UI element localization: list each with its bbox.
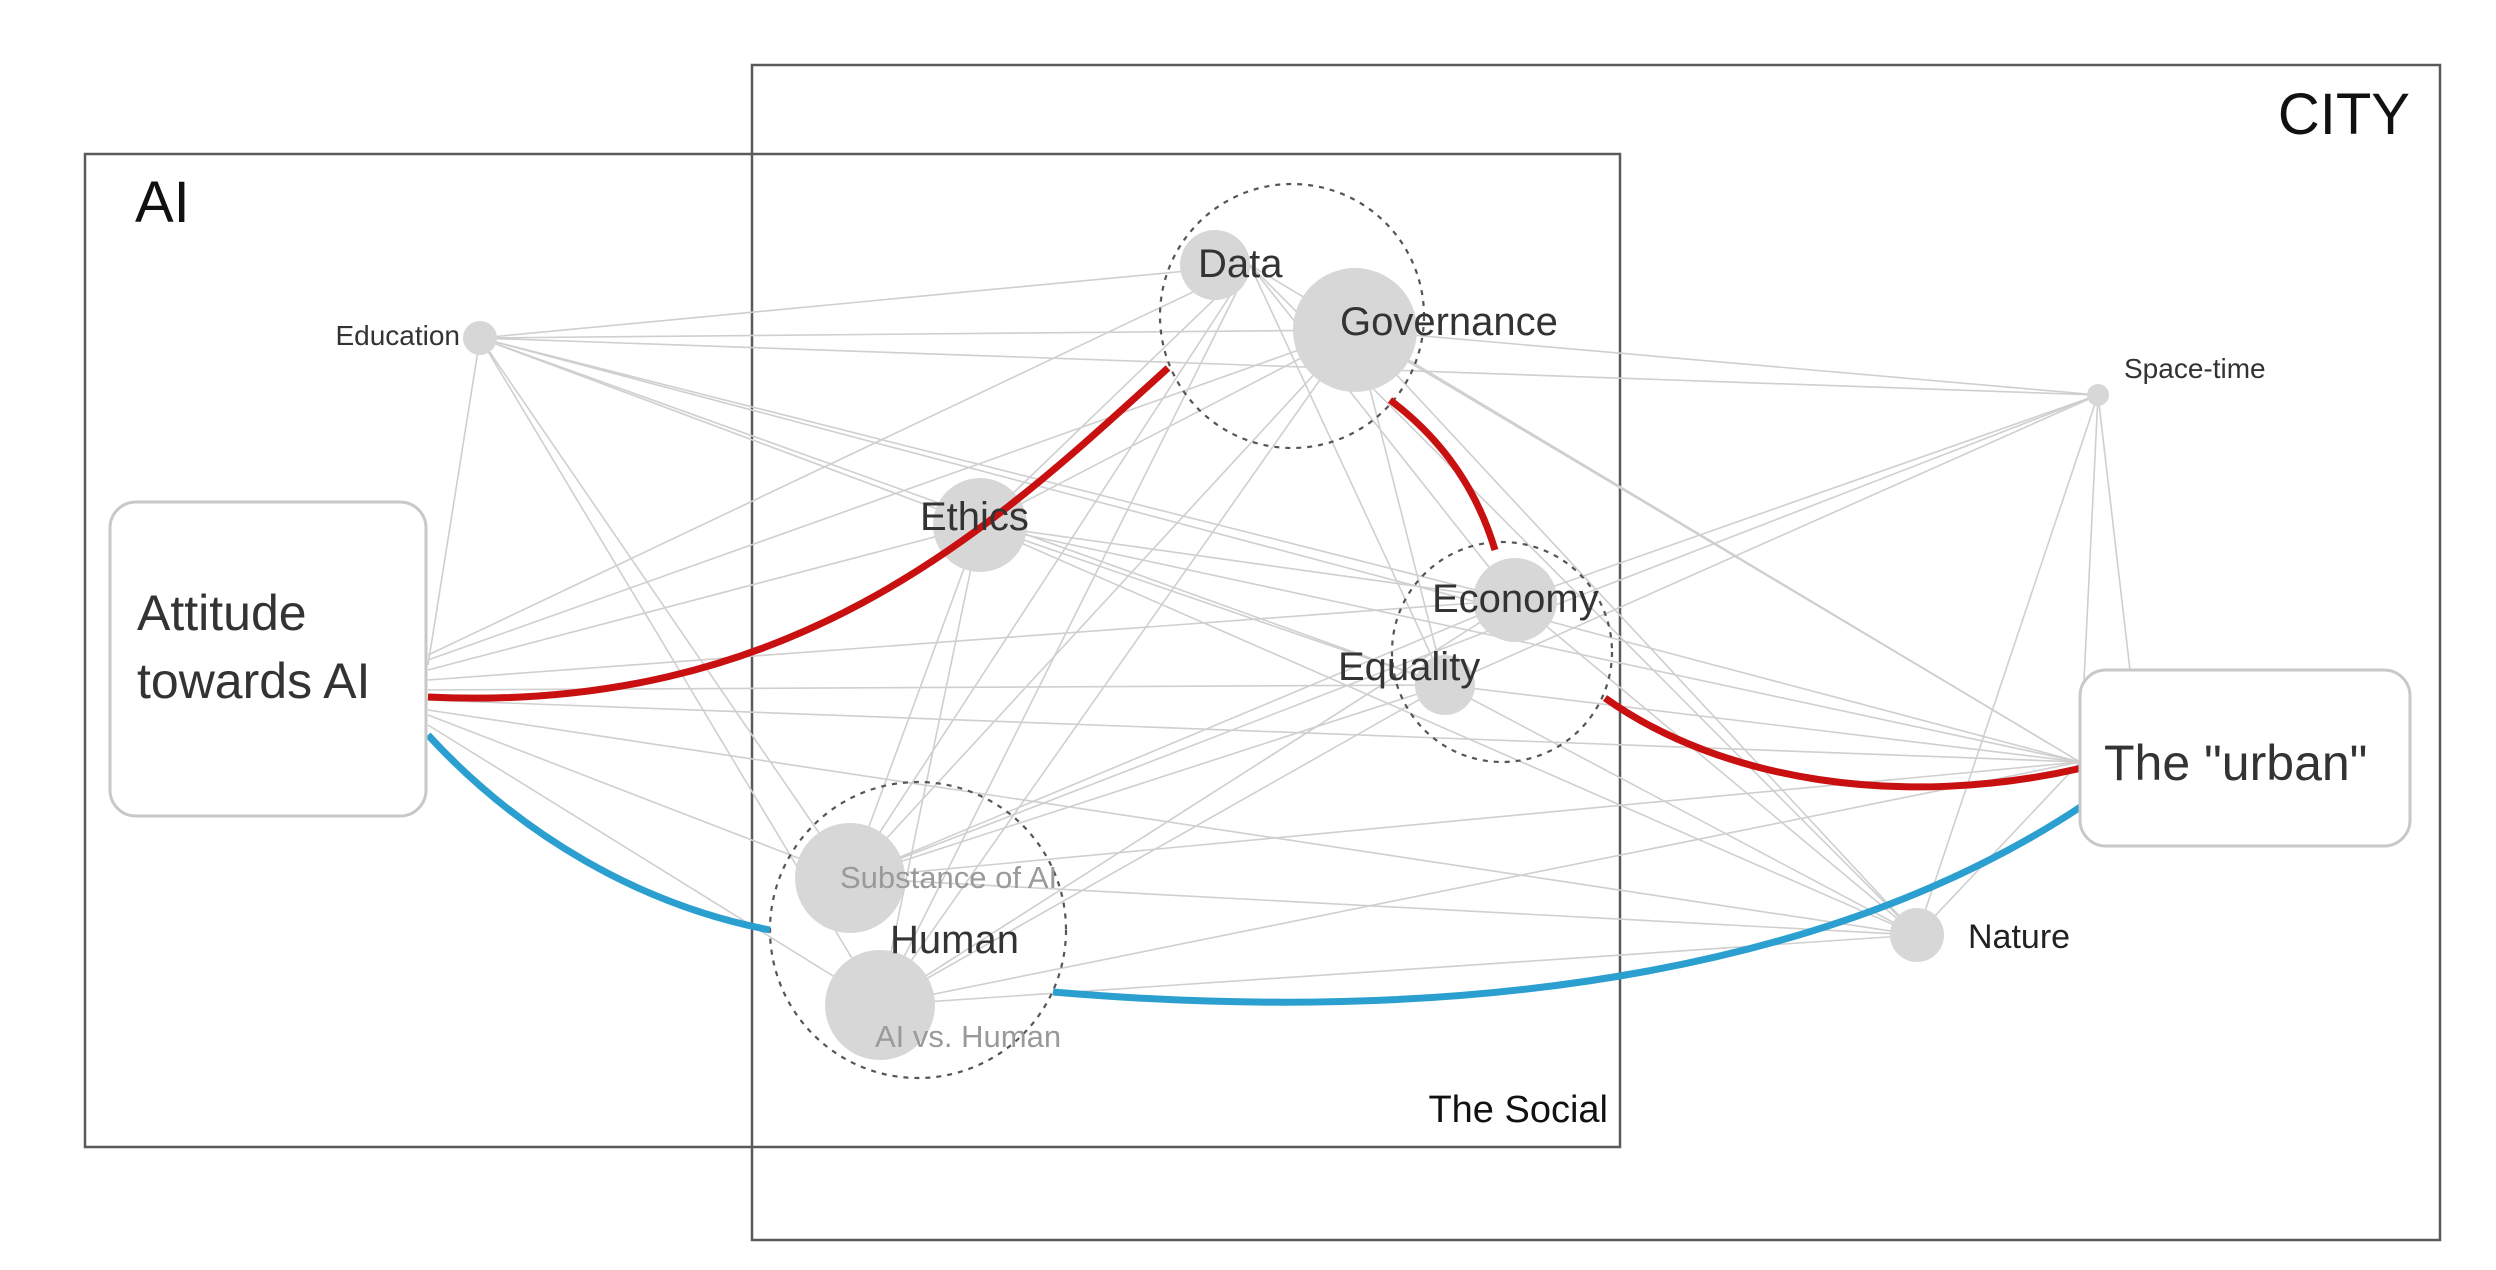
data-governance-cluster (1158, 182, 1426, 450)
governance-node[interactable] (1293, 268, 1417, 392)
education-label: Education (335, 320, 460, 351)
attitude-towards-ai-box[interactable] (108, 500, 428, 818)
governance-label: Governance (1340, 300, 1558, 344)
ethics-label: Ethics (920, 495, 1029, 539)
ai-frame (83, 152, 1622, 1149)
substance-of-ai-label: Substance of AI (840, 860, 1057, 895)
data-label: Data (1198, 242, 1283, 286)
city-frame (750, 63, 2442, 1242)
red-curve-economy-urban (1602, 695, 2083, 791)
social-region-label: The Social (1428, 1089, 1608, 1131)
space-time-label: Space-time (2124, 353, 2266, 384)
red-curve-governance-economy (1387, 397, 1499, 552)
city-region-label: CITY (2278, 82, 2410, 147)
substance-of-ai-node[interactable] (795, 823, 905, 933)
nature-node[interactable] (1890, 908, 1944, 962)
attitude-label-line2: towards AI (137, 653, 370, 709)
data-node[interactable] (1180, 230, 1250, 300)
urban-box[interactable] (2078, 668, 2412, 848)
space-time-node[interactable] (2087, 384, 2109, 406)
attitude-label-line1: Attitude (137, 585, 307, 641)
ai-region-label: AI (135, 170, 190, 235)
blue-curve-human-urban (1052, 803, 2084, 1006)
red-curve-attitude-data (427, 365, 1171, 702)
blue-curve-attitude-human (425, 732, 771, 934)
ai-vs-human-label: AI vs. Human (875, 1019, 1061, 1054)
equality-label: Equality (1338, 645, 1480, 689)
economy-equality-cluster (1390, 540, 1614, 764)
equality-node[interactable] (1415, 655, 1475, 715)
ai-vs-human-node[interactable] (825, 950, 935, 1060)
nature-label: Nature (1968, 918, 2070, 956)
urban-label: The "urban" (2104, 735, 2367, 791)
economy-label: Economy (1432, 577, 1599, 621)
edge-network (427, 264, 2131, 1006)
human-label: Human (890, 918, 1019, 962)
education-node[interactable] (463, 321, 497, 355)
economy-node[interactable] (1473, 558, 1557, 642)
